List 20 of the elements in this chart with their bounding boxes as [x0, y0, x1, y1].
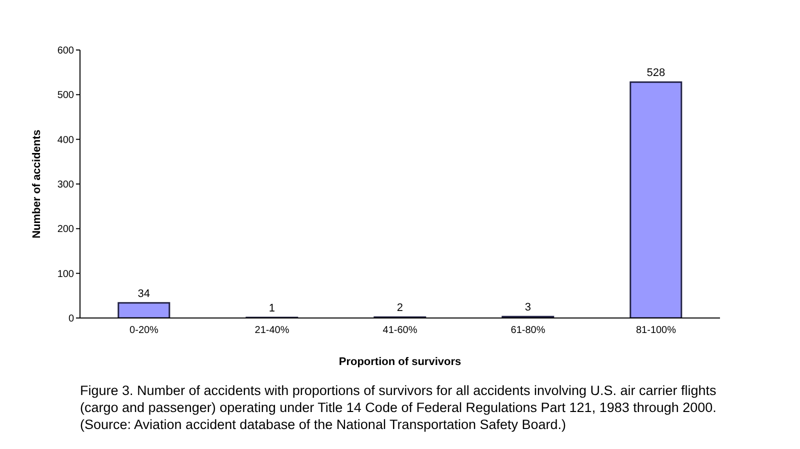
data-label: 3: [524, 302, 531, 314]
y-tick-label: 0: [68, 314, 74, 325]
y-tick-label: 100: [57, 268, 74, 280]
data-label: 528: [646, 67, 666, 80]
y-tick-label: 400: [57, 134, 74, 146]
caption: Figure 3. Number of accidents with proportions of survivors for all accidents involving U.S. air carrier flights (cargo and passenger) operating under Title 14 Code of Federal Regulations Part 121, 1983 through 2000. (Source: Aviation accident database of the National Transportation Safety Board.): [80, 382, 718, 433]
x-tick-label: 0-20%: [130, 325, 159, 336]
x-tick-label: 61-80%: [510, 325, 546, 336]
x-tick-label: 21-40%: [254, 325, 290, 336]
x-axis-title: Proportion of survivors: [338, 356, 462, 368]
data-label: 34: [138, 288, 150, 300]
y-tick-label: 300: [57, 180, 74, 191]
x-tick-label: 41-60%: [382, 325, 418, 336]
y-tick-label: 200: [57, 224, 74, 236]
y-axis-title: Number of accidents: [30, 130, 43, 238]
data-label: 2: [396, 302, 403, 314]
data-label: 1: [268, 302, 275, 315]
x-tick-label: 81-100%: [636, 325, 676, 336]
y-tick-label: 600: [57, 46, 74, 57]
y-tick-label: 500: [57, 90, 74, 102]
